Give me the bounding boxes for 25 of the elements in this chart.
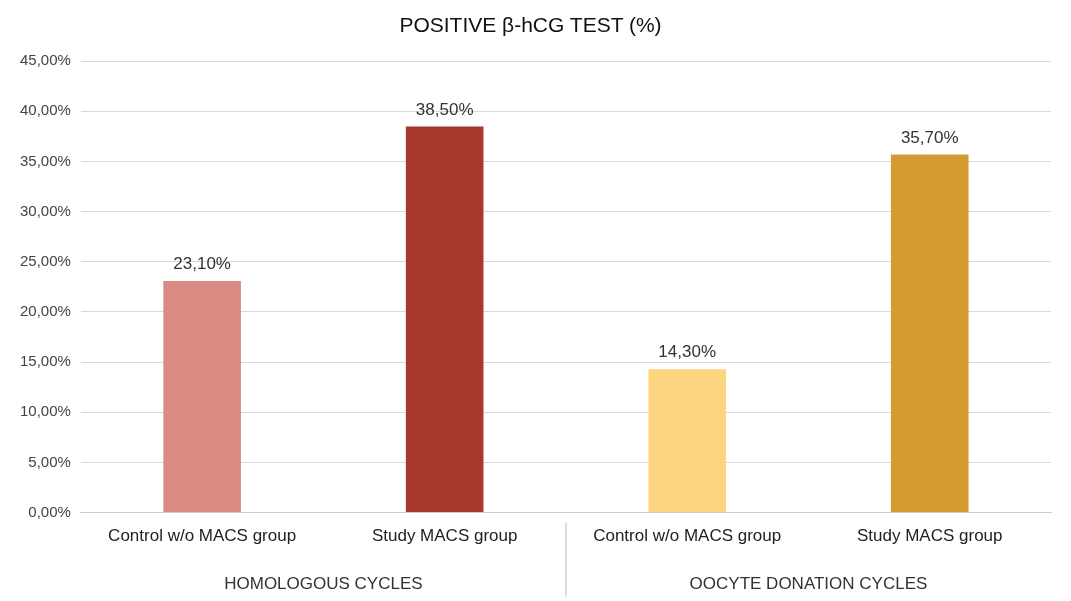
y-tick-label: 45,00% <box>20 51 71 69</box>
data-label: 38,50% <box>415 99 474 119</box>
text: OOCYTE DONATION CYCLES <box>689 574 928 594</box>
y-tick-label: 15,00% <box>20 352 71 370</box>
y-tick-label: 25,00% <box>20 251 71 269</box>
bar <box>405 126 484 513</box>
x-tick-label: Study MACS group <box>856 526 1003 546</box>
chart-title: POSITIVE β-hCG TEST (%) <box>399 13 662 37</box>
y-tick-label: 35,00% <box>20 151 71 169</box>
bar <box>163 280 241 513</box>
x-tick-label: Control w/o MACS group <box>108 526 297 546</box>
data-label: 14,30% <box>658 342 717 362</box>
text: HOMOLOGOUS CYCLES <box>224 574 423 594</box>
bar <box>890 154 969 513</box>
y-tick-label: 10,00% <box>20 402 71 420</box>
bar <box>648 369 727 513</box>
y-tick-label: 0,00% <box>28 502 71 520</box>
data-label: 23,10% <box>173 254 231 274</box>
x-tick-label: Control w/o MACS group <box>593 526 782 546</box>
x-tick-label: Study MACS group <box>371 526 518 546</box>
data-label: 35,70% <box>900 127 959 147</box>
y-tick-label: 30,00% <box>20 201 71 219</box>
y-tick-label: 20,00% <box>20 302 71 320</box>
y-tick-label: 40,00% <box>20 101 71 119</box>
y-tick-label: 5,00% <box>28 452 71 470</box>
